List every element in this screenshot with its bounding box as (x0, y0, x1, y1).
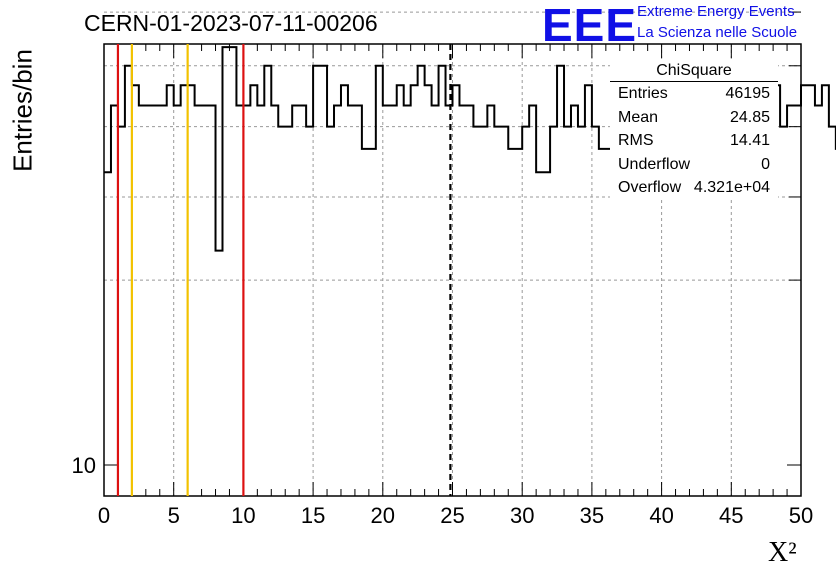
histogram-line (104, 46, 836, 252)
stats-row: RMS 14.41 (610, 129, 778, 153)
x-tick-label: 0 (98, 503, 110, 528)
x-tick-label: 15 (301, 503, 325, 528)
stats-value: 14.41 (729, 132, 770, 149)
stats-key: Underflow (618, 155, 691, 173)
stats-key: Entries (618, 85, 668, 102)
stats-value: 0 (761, 155, 770, 173)
stats-row: Entries 46195 (610, 82, 778, 106)
x-tick-label: 5 (168, 503, 180, 528)
stats-key: Overflow (618, 179, 682, 196)
logo-line-2: La Scienza nelle Scuole (637, 24, 798, 41)
x-tick-label: 45 (719, 503, 743, 528)
eee-logo: EEE (542, 0, 638, 51)
stats-box: ChiSquare Entries 46195 Mean 24.85 RMS 1… (610, 62, 778, 200)
stats-row: Mean 24.85 (610, 106, 778, 130)
plot-title: CERN-01-2023-07-11-00206 (84, 10, 378, 36)
stats-key: Mean (618, 108, 659, 126)
x-tick-label: 35 (580, 503, 604, 528)
x-tick-label: 25 (440, 503, 464, 528)
x-tick-labels: 0 5 10 15 20 25 30 35 40 45 50 (98, 503, 813, 528)
histogram-series (104, 46, 836, 252)
grid-lines (104, 11, 801, 496)
y-tick-labels: 10 (72, 453, 96, 478)
x-tick-label: 20 (371, 503, 395, 528)
reference-lines (116, 44, 452, 496)
x-tick-label: 40 (649, 503, 673, 528)
x-tick-label: 10 (231, 503, 255, 528)
x-tick-label: 30 (510, 503, 534, 528)
y-axis-label: Entries/bin (7, 49, 38, 172)
stats-row: Underflow 0 (610, 153, 778, 177)
x-tick-label: 50 (789, 503, 813, 528)
stats-value: 24.85 (729, 108, 770, 126)
stats-value: 46195 (725, 85, 771, 102)
stats-title: ChiSquare (610, 62, 778, 82)
stats-row: Overflow 4.321e+04 (610, 176, 778, 200)
logo-line-1: Extreme Energy Events (637, 3, 795, 20)
stats-key: RMS (618, 132, 654, 149)
x-axis-label: X² (768, 537, 797, 568)
stats-value: 4.321e+04 (693, 179, 770, 196)
y-tick-label: 10 (72, 453, 96, 478)
